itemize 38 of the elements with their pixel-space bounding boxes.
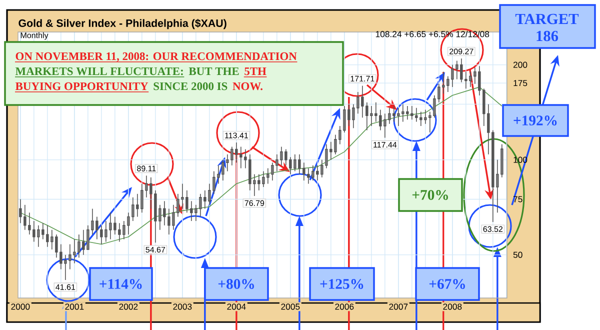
annotation: NOW. <box>232 82 262 90</box>
annotation: +80% <box>218 279 254 289</box>
annotation: 54.67 <box>146 246 166 253</box>
annotation: Monthly <box>20 32 48 40</box>
annotation: 5TH <box>244 67 266 76</box>
annotation: MARKETS WILL FLUCTUATE: <box>15 67 183 76</box>
annotation: +114% <box>100 279 142 289</box>
x-tick-label: 2008 <box>443 304 462 310</box>
x-tick-label: 2005 <box>281 304 300 310</box>
annotation: +70% <box>412 190 448 200</box>
x-tick-label: 2004 <box>227 304 246 310</box>
y-tick-label: 175 <box>514 80 528 86</box>
x-tick-label: 2000 <box>11 304 30 310</box>
annotation: 76.79 <box>244 200 264 206</box>
text: 186 <box>536 30 558 42</box>
x-tick-label: 2002 <box>119 304 138 310</box>
x-tick-label: 2006 <box>335 304 354 310</box>
annotation: 41.61 <box>56 284 76 290</box>
annotation: 89.11 <box>137 166 156 172</box>
annotation: +67% <box>429 279 465 289</box>
annotation: BUYING OPPORTUNITY <box>15 82 148 90</box>
annotation: +125% <box>320 279 364 289</box>
chart-title: Gold & Silver Index - Philadelphia ($XAU) <box>18 18 226 30</box>
x-tick-label: 2003 <box>173 304 192 310</box>
text: TARGET <box>515 14 579 24</box>
annotation: 209.27 <box>450 48 474 54</box>
annotation: 113.41 <box>225 132 248 138</box>
annotation: 117.44 <box>374 142 397 148</box>
text: +192% <box>514 116 557 126</box>
x-tick-label: 2007 <box>389 304 408 310</box>
annotation: BUT THE <box>188 67 239 76</box>
x-tick-label: 2001 <box>65 304 84 310</box>
y-tick-label: 50 <box>513 252 522 258</box>
annotation: 171.71 <box>350 76 374 82</box>
y-tick-label: 200 <box>513 62 528 68</box>
annotation: 63.52 <box>483 226 503 232</box>
annotation: ON NOVEMBER 11, 2008: OUR RECOMMENDATION <box>16 52 297 62</box>
annotation: SINCE 2000 IS <box>154 82 228 90</box>
